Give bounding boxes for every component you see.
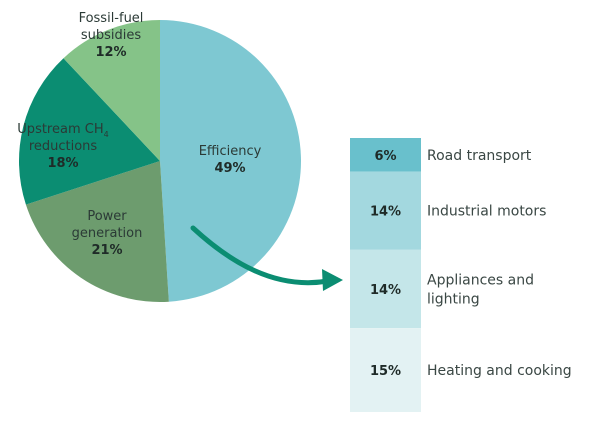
bar-value-industrial-motors: 14% bbox=[370, 205, 401, 220]
connector-arrow-head bbox=[322, 269, 343, 291]
pie-value-fossil-fuel-subsidies: 12% bbox=[95, 45, 126, 60]
bar-value-heating-and-cooking: 15% bbox=[370, 364, 401, 379]
pie-slice-upstream-ch4 bbox=[19, 58, 161, 205]
pie-label-upstream-ch4-line-1: Upstream CH4 bbox=[17, 122, 108, 139]
bar-label-appliances-and-lighting-line-1: Appliances and bbox=[427, 272, 534, 288]
pie-label-power-generation-line-1: Power bbox=[87, 209, 127, 224]
pie-slice-power-generation bbox=[25, 161, 169, 302]
pie-label-fossil-fuel-subsidies-line-1: Fossil-fuel bbox=[79, 11, 144, 26]
pie-label-subscript: 4 bbox=[104, 130, 109, 139]
pie-label-upstream-ch4-line-2: reductions bbox=[29, 139, 98, 154]
pie-value-power-generation: 21% bbox=[91, 243, 122, 258]
pie-value-efficiency: 49% bbox=[214, 161, 245, 176]
bar-value-road-transport: 6% bbox=[374, 149, 396, 164]
pie-slice-fossil-fuel-subsidies bbox=[63, 20, 160, 161]
pie-label-efficiency-line-1: Efficiency bbox=[199, 144, 262, 159]
pie-chart: Efficiency 49% Power generation 21% Upstream … bbox=[17, 11, 301, 302]
bar-segment-road-transport bbox=[350, 138, 421, 172]
bar-label-appliances-and-lighting-line-2: lighting bbox=[427, 291, 480, 307]
bar-segment-appliances-and-lighting bbox=[350, 249, 421, 329]
pie-label-fossil-fuel-subsidies-line-2: subsidies bbox=[81, 28, 142, 43]
breakdown-bar: 6% Road transport 14% Industrial motors 14% A… bbox=[350, 138, 572, 412]
bar-label-heating-and-cooking-line-1: Heating and cooking bbox=[427, 363, 572, 379]
bar-label-industrial-motors-line-1: Industrial motors bbox=[427, 204, 546, 220]
connector-arrow-line bbox=[190, 225, 331, 286]
pie-value-upstream-ch4: 18% bbox=[47, 156, 78, 171]
pie-label-power-generation-line-2: generation bbox=[72, 226, 143, 241]
bar-label-road-transport-line-1: Road transport bbox=[427, 148, 532, 164]
bar-segment-heating-and-cooking bbox=[350, 328, 421, 412]
bar-segment-industrial-motors bbox=[350, 171, 421, 250]
bar-value-appliances-and-lighting: 14% bbox=[370, 283, 401, 298]
connector-arrow bbox=[190, 225, 343, 291]
